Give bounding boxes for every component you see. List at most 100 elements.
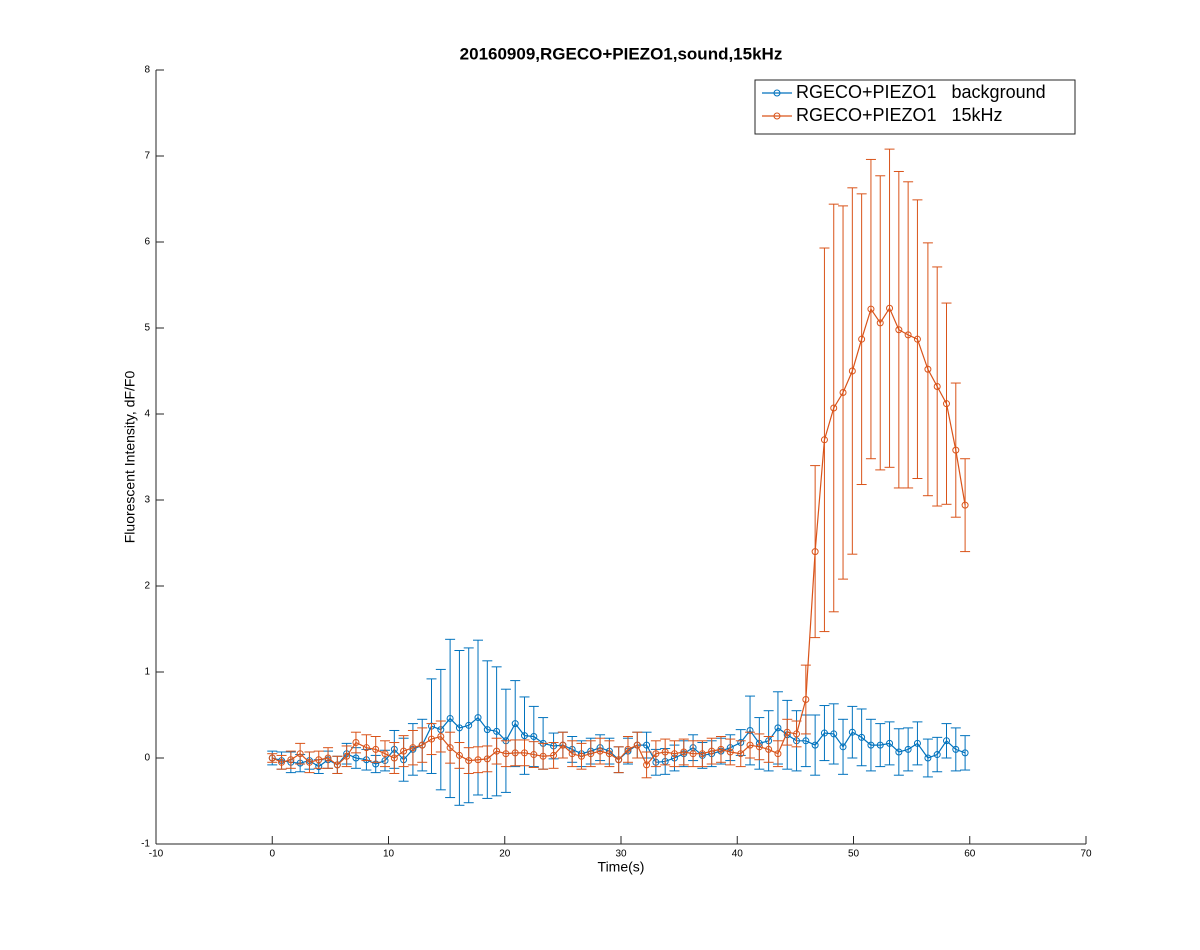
data-point: [372, 745, 380, 753]
data-point: [830, 730, 838, 738]
data-point: [830, 404, 838, 412]
x-tick-label: 40: [732, 849, 744, 860]
data-point: [511, 749, 519, 757]
data-point: [746, 741, 754, 749]
data-point: [820, 729, 828, 737]
data-point: [624, 745, 632, 753]
data-point: [296, 750, 304, 758]
data-point: [409, 744, 417, 752]
series: [267, 148, 971, 779]
data-point: [596, 747, 604, 755]
data-point: [848, 728, 856, 736]
data-point: [886, 739, 894, 747]
data-point: [924, 754, 932, 762]
data-point: [793, 730, 801, 738]
data-point: [465, 757, 473, 765]
data-point: [698, 750, 706, 758]
data-point: [287, 756, 295, 764]
data-point: [670, 750, 678, 758]
legend-box: [754, 79, 1076, 135]
data-point: [352, 739, 360, 747]
data-point: [726, 748, 734, 756]
y-tick-label: 5: [144, 323, 150, 334]
data-point: [483, 726, 491, 734]
data-point: [615, 756, 623, 764]
data-point: [708, 747, 716, 755]
legend-marker: [773, 112, 781, 120]
y-tick-label: 3: [144, 495, 150, 506]
x-tick-label: 10: [383, 849, 395, 860]
data-point: [502, 750, 510, 758]
data-point: [737, 750, 745, 758]
y-tick-label: 6: [144, 237, 150, 248]
data-point: [352, 754, 360, 762]
data-point: [530, 751, 538, 759]
data-point: [839, 389, 847, 396]
data-point: [483, 755, 491, 763]
data-point: [933, 751, 941, 759]
data-point: [278, 758, 286, 766]
data-point: [343, 752, 351, 760]
data-point: [418, 741, 426, 749]
data-point: [268, 754, 276, 762]
series: [267, 638, 971, 806]
data-point: [633, 741, 641, 749]
data-point: [783, 728, 791, 736]
data-point: [315, 756, 323, 764]
data-point: [839, 743, 847, 751]
y-tick-label: 7: [144, 151, 150, 162]
data-point: [689, 750, 697, 758]
data-point: [559, 741, 567, 749]
data-point: [305, 758, 313, 766]
data-point: [605, 750, 613, 758]
y-tick-label: 8: [144, 65, 150, 76]
data-point: [521, 749, 529, 757]
data-point: [933, 382, 941, 390]
data-point: [530, 733, 538, 740]
x-tick-label: 20: [499, 849, 511, 860]
data-point: [802, 696, 810, 704]
data-point: [913, 335, 921, 343]
x-tick-label: 70: [1080, 849, 1092, 860]
data-point: [493, 747, 501, 755]
data-point: [717, 745, 725, 753]
x-axis-label: Time(s): [598, 859, 645, 875]
data-point: [550, 751, 558, 759]
chart-title: 20160909,RGECO+PIEZO1,sound,15kHz: [460, 44, 783, 63]
data-point: [539, 752, 547, 760]
legend: RGECO+PIEZO1 background RGECO+PIEZO1 15kH…: [754, 79, 1076, 135]
data-point: [811, 741, 819, 749]
data-point: [802, 737, 810, 745]
data-point: [362, 744, 370, 752]
data-point: [428, 735, 436, 743]
data-point: [493, 727, 501, 735]
data-point: [474, 756, 482, 764]
data-point: [858, 335, 866, 343]
data-point: [437, 733, 445, 740]
data-point: [943, 737, 950, 745]
x-tick-label: 0: [269, 849, 275, 860]
y-tick-label: 4: [144, 409, 150, 420]
data-point: [446, 744, 454, 752]
data-point: [895, 326, 903, 334]
x-tick-label: -10: [149, 849, 164, 860]
data-point: [904, 331, 912, 339]
data-point: [381, 750, 389, 758]
data-point: [848, 367, 856, 375]
data-point: [333, 761, 341, 769]
data-point: [511, 720, 519, 728]
data-point: [867, 741, 875, 749]
data-point: [324, 754, 332, 762]
y-tick-label: -1: [141, 839, 150, 850]
data-point: [765, 745, 773, 753]
y-tick-label: 0: [144, 753, 150, 764]
data-point: [755, 743, 763, 751]
data-point: [952, 745, 960, 753]
data-point: [913, 739, 921, 747]
data-point: [811, 548, 819, 556]
data-point: [895, 748, 903, 756]
data-point: [643, 741, 651, 749]
x-tick-label: 60: [964, 849, 976, 860]
data-point: [661, 748, 669, 756]
